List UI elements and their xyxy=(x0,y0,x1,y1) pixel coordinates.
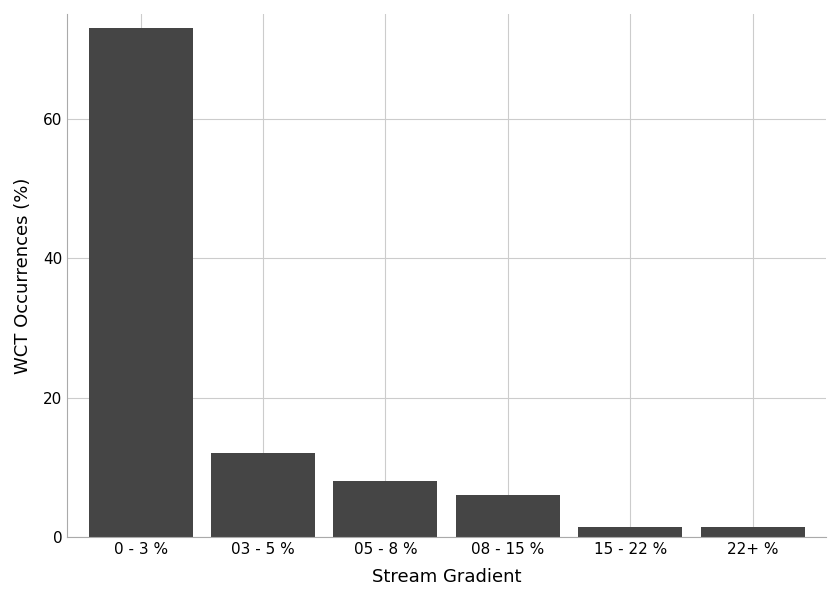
Bar xyxy=(578,527,682,537)
Bar xyxy=(333,481,438,537)
Bar xyxy=(456,495,560,537)
Bar xyxy=(211,454,315,537)
Bar xyxy=(89,28,192,537)
Bar xyxy=(701,527,805,537)
X-axis label: Stream Gradient: Stream Gradient xyxy=(372,568,522,586)
Y-axis label: WCT Occurrences (%): WCT Occurrences (%) xyxy=(14,178,32,374)
